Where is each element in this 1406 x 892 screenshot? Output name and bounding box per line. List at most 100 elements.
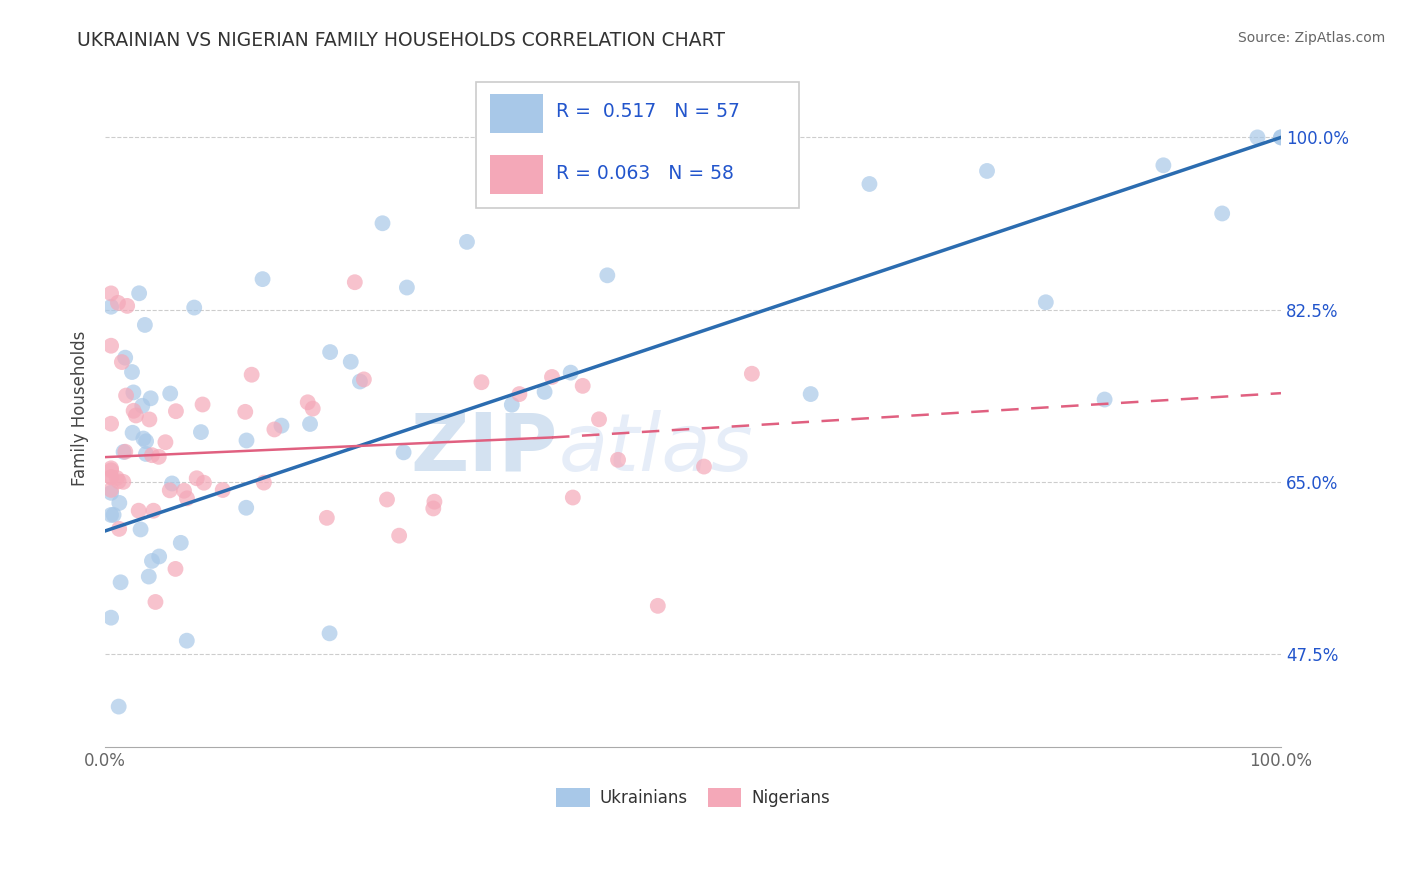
- Point: [103, 508, 125, 522]
- Point: [423, 494, 446, 508]
- Point: [388, 529, 411, 543]
- Point: [1035, 295, 1057, 310]
- Point: [501, 398, 523, 412]
- Point: [107, 475, 129, 489]
- Point: [115, 299, 138, 313]
- Y-axis label: Family Households: Family Households: [72, 330, 89, 485]
- Point: [371, 216, 394, 230]
- Point: [100, 483, 122, 497]
- Point: [132, 432, 155, 446]
- Point: [560, 366, 582, 380]
- Point: [141, 554, 163, 568]
- Point: [128, 286, 150, 301]
- Point: [263, 422, 285, 436]
- Point: [176, 491, 198, 506]
- Point: [142, 504, 165, 518]
- Point: [100, 463, 122, 477]
- Point: [186, 471, 208, 485]
- Point: [571, 379, 593, 393]
- Point: [318, 626, 340, 640]
- Point: [299, 417, 322, 431]
- Point: [1152, 158, 1174, 172]
- Point: [125, 409, 148, 423]
- Point: [1270, 130, 1292, 145]
- Point: [129, 523, 152, 537]
- Point: [173, 483, 195, 498]
- Point: [422, 501, 444, 516]
- Point: [100, 470, 122, 484]
- Point: [100, 300, 122, 314]
- Point: [596, 268, 619, 283]
- Bar: [489, 154, 543, 194]
- FancyBboxPatch shape: [475, 82, 799, 208]
- Point: [343, 275, 366, 289]
- Point: [588, 412, 610, 426]
- Point: [111, 355, 134, 369]
- Point: [353, 372, 375, 386]
- Point: [349, 375, 371, 389]
- Point: [456, 235, 478, 249]
- Point: [470, 375, 492, 389]
- Text: ZIP: ZIP: [411, 409, 558, 488]
- Point: [141, 448, 163, 462]
- Point: [301, 401, 323, 416]
- Text: UKRAINIAN VS NIGERIAN FAMILY HOUSEHOLDS CORRELATION CHART: UKRAINIAN VS NIGERIAN FAMILY HOUSEHOLDS …: [77, 31, 725, 50]
- Point: [233, 405, 256, 419]
- Point: [297, 395, 319, 409]
- Point: [135, 434, 157, 449]
- Point: [122, 404, 145, 418]
- Point: [693, 459, 716, 474]
- Legend: Ukrainians, Nigerians: Ukrainians, Nigerians: [550, 781, 837, 814]
- Point: [170, 536, 193, 550]
- Point: [165, 562, 187, 576]
- Point: [139, 392, 162, 406]
- Point: [607, 452, 630, 467]
- Point: [270, 418, 292, 433]
- Point: [108, 496, 131, 510]
- Point: [235, 500, 257, 515]
- Text: R =  0.517   N = 57: R = 0.517 N = 57: [555, 103, 740, 121]
- Point: [108, 522, 131, 536]
- Point: [112, 475, 135, 489]
- Point: [252, 272, 274, 286]
- Point: [155, 435, 177, 450]
- Point: [107, 295, 129, 310]
- Text: Source: ZipAtlas.com: Source: ZipAtlas.com: [1237, 31, 1385, 45]
- Point: [122, 385, 145, 400]
- Point: [235, 434, 257, 448]
- Point: [1094, 392, 1116, 407]
- Point: [339, 355, 361, 369]
- Point: [395, 280, 418, 294]
- Point: [160, 476, 183, 491]
- Point: [253, 475, 276, 490]
- Point: [114, 444, 136, 458]
- Point: [138, 412, 160, 426]
- Point: [121, 365, 143, 379]
- Point: [100, 417, 122, 431]
- Point: [741, 367, 763, 381]
- Point: [375, 492, 398, 507]
- Point: [135, 447, 157, 461]
- Point: [114, 351, 136, 365]
- Point: [112, 445, 135, 459]
- Point: [128, 504, 150, 518]
- Point: [107, 699, 129, 714]
- Point: [176, 633, 198, 648]
- Point: [976, 164, 998, 178]
- Point: [165, 404, 187, 418]
- Point: [131, 399, 153, 413]
- Point: [138, 569, 160, 583]
- Point: [183, 301, 205, 315]
- Point: [159, 386, 181, 401]
- Point: [134, 318, 156, 332]
- Point: [121, 425, 143, 440]
- Point: [1211, 206, 1233, 220]
- Text: atlas: atlas: [560, 409, 754, 488]
- Point: [105, 471, 128, 485]
- Point: [858, 177, 880, 191]
- Point: [240, 368, 263, 382]
- Point: [100, 461, 122, 475]
- Point: [148, 450, 170, 464]
- Point: [145, 595, 167, 609]
- Point: [1270, 130, 1292, 145]
